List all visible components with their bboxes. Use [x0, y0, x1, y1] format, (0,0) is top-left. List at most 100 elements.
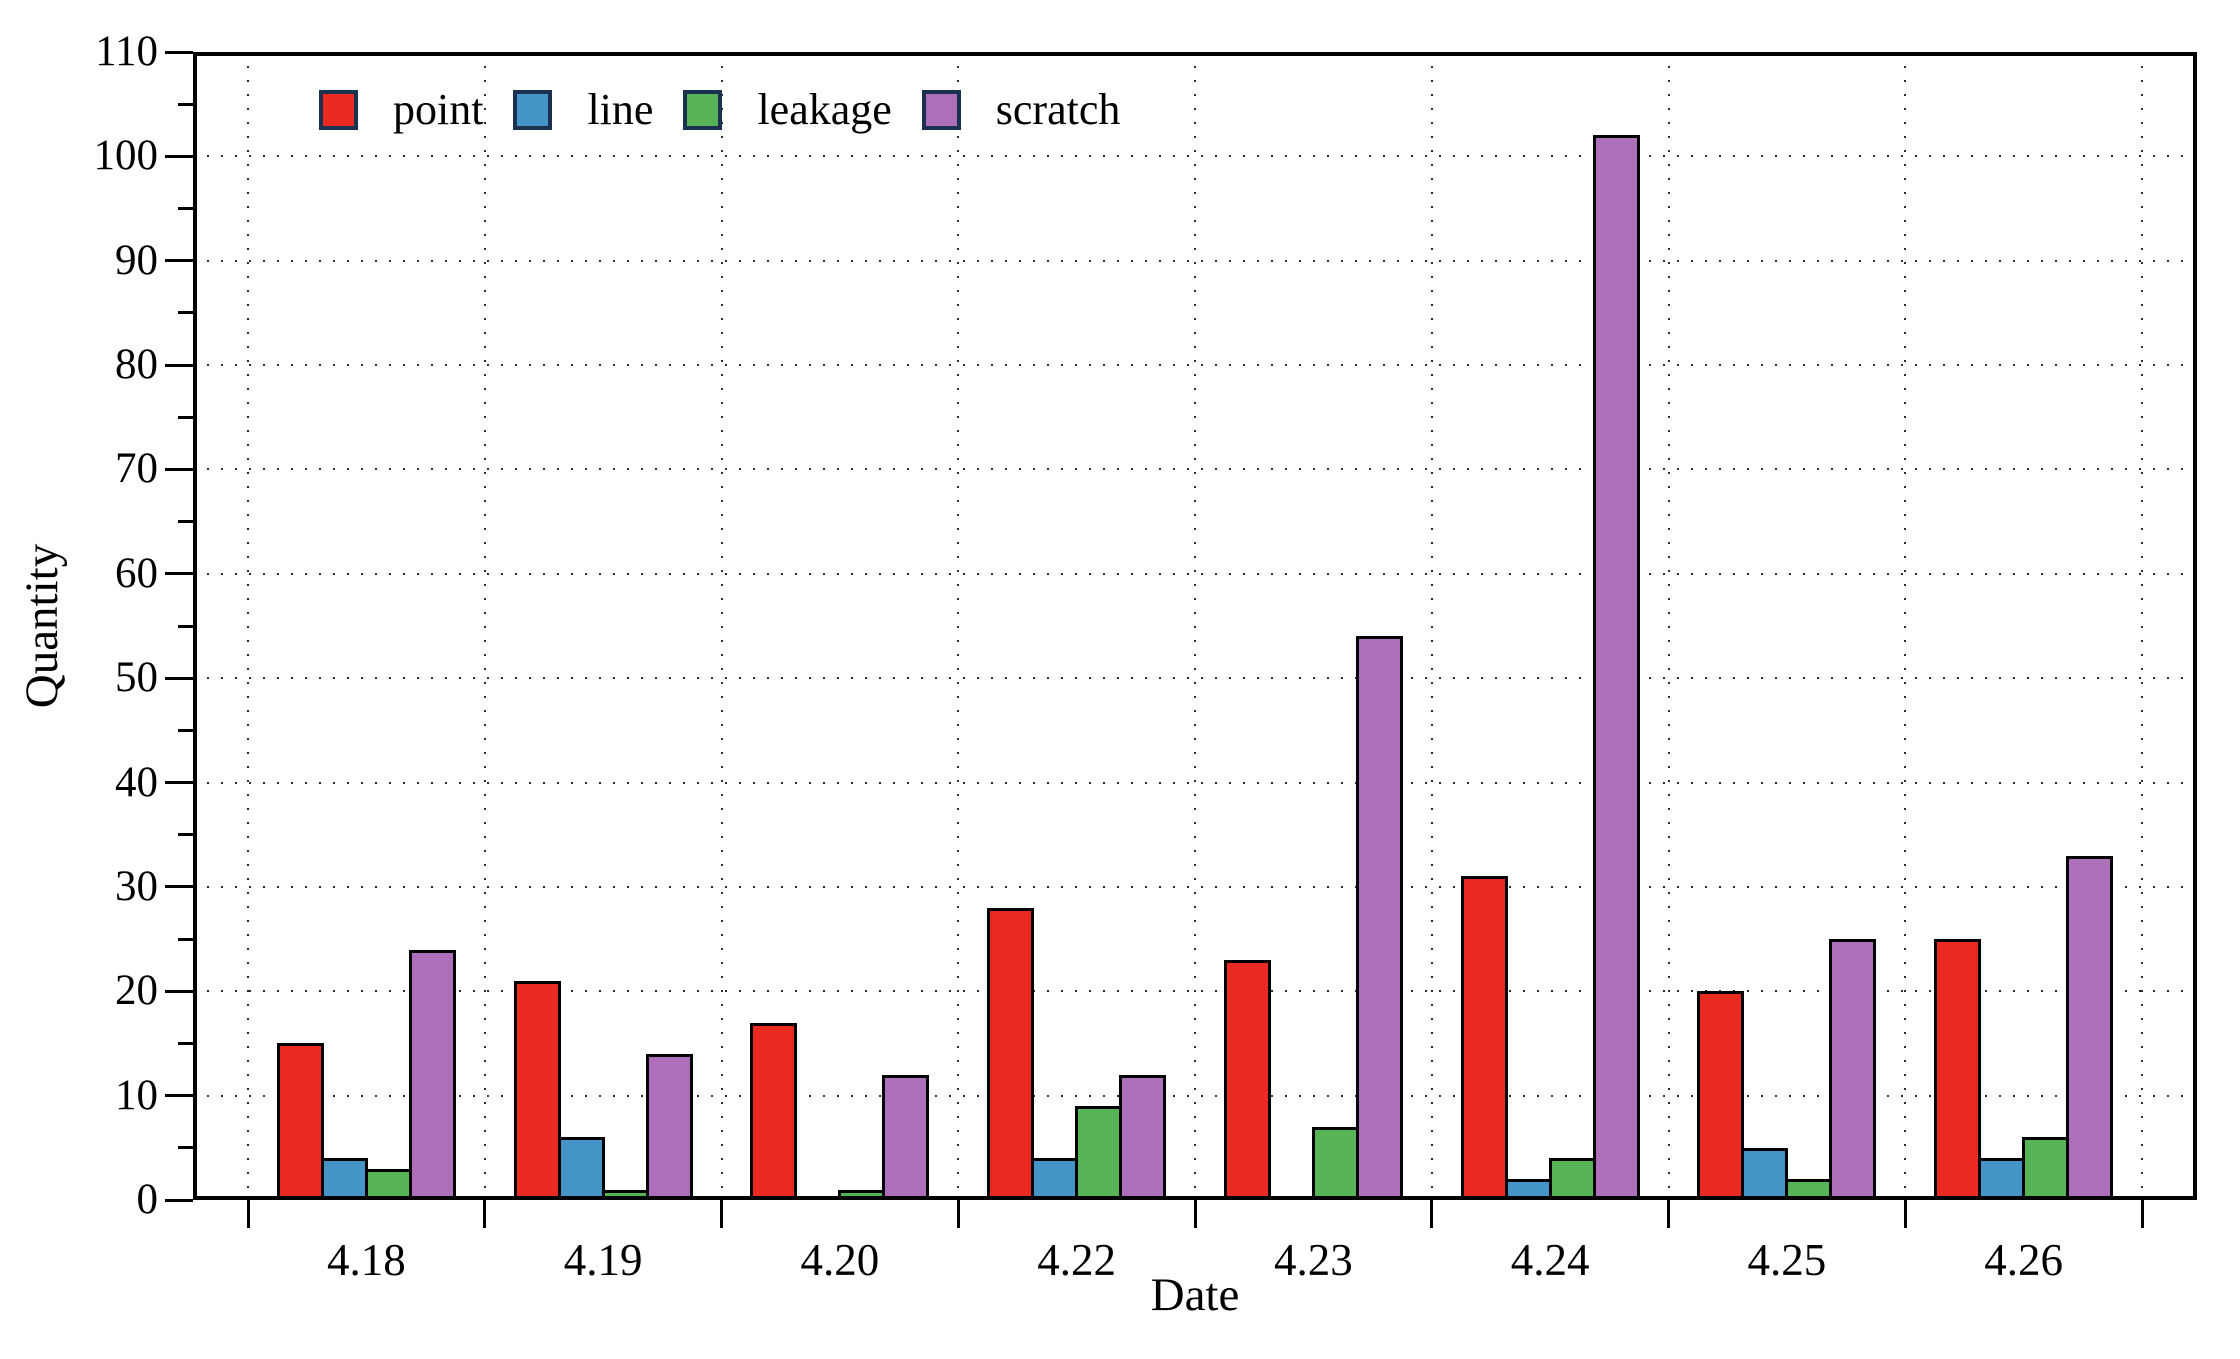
y-minor-tick — [178, 1041, 193, 1045]
x-tick — [720, 1200, 723, 1228]
x-tick — [956, 1200, 960, 1228]
bar-scratch-4.19 — [645, 1053, 693, 1200]
y-major-tick — [165, 1198, 193, 1202]
bar-leakage-4.25 — [1785, 1179, 1833, 1200]
x-tick — [1430, 1200, 1434, 1228]
x-tick-label: 4.23 — [1274, 1235, 1353, 1285]
bar-leakage-4.23 — [1311, 1126, 1359, 1200]
y-tick-label: 70 — [115, 445, 158, 493]
legend-label-point: point — [393, 85, 484, 134]
y-tick-label: 110 — [95, 28, 158, 75]
y-major-tick — [165, 1094, 193, 1098]
v-gridline — [483, 52, 486, 1200]
y-minor-tick — [178, 833, 193, 837]
legend-item-leakage: leakage — [683, 80, 892, 140]
v-gridline — [1194, 52, 1196, 1200]
y-major-tick — [165, 781, 193, 785]
bar-point-4.26 — [1934, 939, 1982, 1200]
bar-leakage-4.22 — [1075, 1106, 1123, 1200]
x-tick-label: 4.20 — [800, 1235, 880, 1285]
legend-label-scratch: scratch — [995, 85, 1121, 134]
y-major-tick — [165, 363, 193, 367]
y-tick-label: 30 — [115, 862, 158, 910]
y-major-tick — [165, 572, 193, 576]
bar-leakage-4.20 — [838, 1189, 886, 1200]
bar-scratch-4.18 — [408, 949, 456, 1200]
v-gridline — [1667, 52, 1670, 1200]
y-major-tick — [165, 676, 193, 680]
y-minor-tick — [178, 207, 193, 211]
y-tick-label: 20 — [115, 967, 158, 1015]
plot-area: point line leakage scratch 0 10 20 30 40 50 60 70 8… — [94, 28, 2197, 1285]
y-tick-label: 0 — [136, 1176, 159, 1223]
bar-line-4.24 — [1504, 1179, 1552, 1200]
x-axis-title: Date — [1150, 1269, 1240, 1321]
x-tick — [1193, 1200, 1197, 1228]
v-gridline — [1904, 52, 1907, 1200]
y-minor-tick — [178, 1146, 193, 1150]
v-gridline — [720, 52, 723, 1200]
y-major-tick — [165, 989, 193, 993]
bar-point-4.22 — [987, 907, 1035, 1200]
y-tick-label: 50 — [115, 654, 158, 702]
legend-item-line: line — [513, 80, 653, 140]
y-minor-tick — [178, 728, 193, 732]
y-minor-tick — [178, 624, 193, 628]
y-tick-label: 100 — [93, 132, 159, 180]
bar-line-4.22 — [1031, 1158, 1079, 1200]
legend: point line leakage scratch — [319, 80, 1120, 140]
x-tick-label: 4.18 — [327, 1235, 406, 1285]
legend-item-scratch: scratch — [921, 80, 1121, 140]
legend-label-line: line — [587, 85, 654, 134]
bar-point-4.20 — [750, 1022, 798, 1200]
y-major-tick — [165, 467, 193, 471]
y-tick-label: 90 — [115, 236, 158, 284]
bar-line-4.25 — [1741, 1147, 1789, 1200]
legend-swatch-leakage — [683, 90, 723, 130]
x-tick — [1903, 1200, 1907, 1228]
bar-line-4.26 — [1978, 1158, 2026, 1200]
x-tick-label: 4.25 — [1747, 1235, 1827, 1285]
legend-swatch-point — [319, 90, 358, 130]
legend-item-point: point — [319, 80, 483, 140]
legend-label-leakage: leakage — [757, 85, 892, 134]
x-tick — [483, 1200, 487, 1228]
bar-point-4.23 — [1223, 959, 1271, 1200]
bar-point-4.18 — [276, 1043, 324, 1200]
bar-point-4.19 — [513, 980, 561, 1200]
bar-leakage-4.19 — [601, 1189, 649, 1200]
bar-leakage-4.26 — [2022, 1137, 2070, 1200]
y-major-tick — [165, 154, 193, 158]
v-gridline — [1430, 52, 1433, 1200]
v-gridline — [957, 52, 960, 1200]
bar-scratch-4.25 — [1829, 939, 1877, 1200]
bar-point-4.25 — [1697, 991, 1745, 1200]
legend-swatch-scratch — [921, 90, 961, 130]
y-minor-tick — [178, 102, 193, 106]
bar-scratch-4.22 — [1119, 1074, 1167, 1200]
v-gridline — [2141, 52, 2143, 1200]
x-tick-label: 4.22 — [1037, 1235, 1116, 1285]
y-minor-tick — [178, 937, 193, 941]
x-tick — [2140, 1200, 2144, 1228]
y-minor-tick — [178, 520, 193, 524]
x-tick — [246, 1200, 250, 1228]
legend-swatch-line — [513, 90, 553, 130]
bar-scratch-4.20 — [882, 1074, 930, 1200]
v-gridline — [247, 52, 249, 1200]
y-minor-tick — [178, 415, 193, 419]
y-major-tick — [165, 885, 193, 889]
bar-leakage-4.24 — [1548, 1158, 1596, 1200]
y-tick-label: 40 — [115, 758, 158, 806]
x-tick — [1667, 1200, 1670, 1228]
x-tick-label: 4.24 — [1510, 1235, 1590, 1285]
x-tick-label: 4.26 — [1984, 1235, 2063, 1285]
bar-leakage-4.18 — [364, 1168, 412, 1200]
bar-line-4.19 — [557, 1137, 605, 1200]
y-tick-label: 80 — [115, 341, 158, 389]
bar-scratch-4.23 — [1355, 636, 1403, 1200]
y-major-tick — [165, 50, 193, 54]
bar-scratch-4.26 — [2066, 855, 2114, 1200]
y-tick-label: 10 — [115, 1071, 158, 1119]
